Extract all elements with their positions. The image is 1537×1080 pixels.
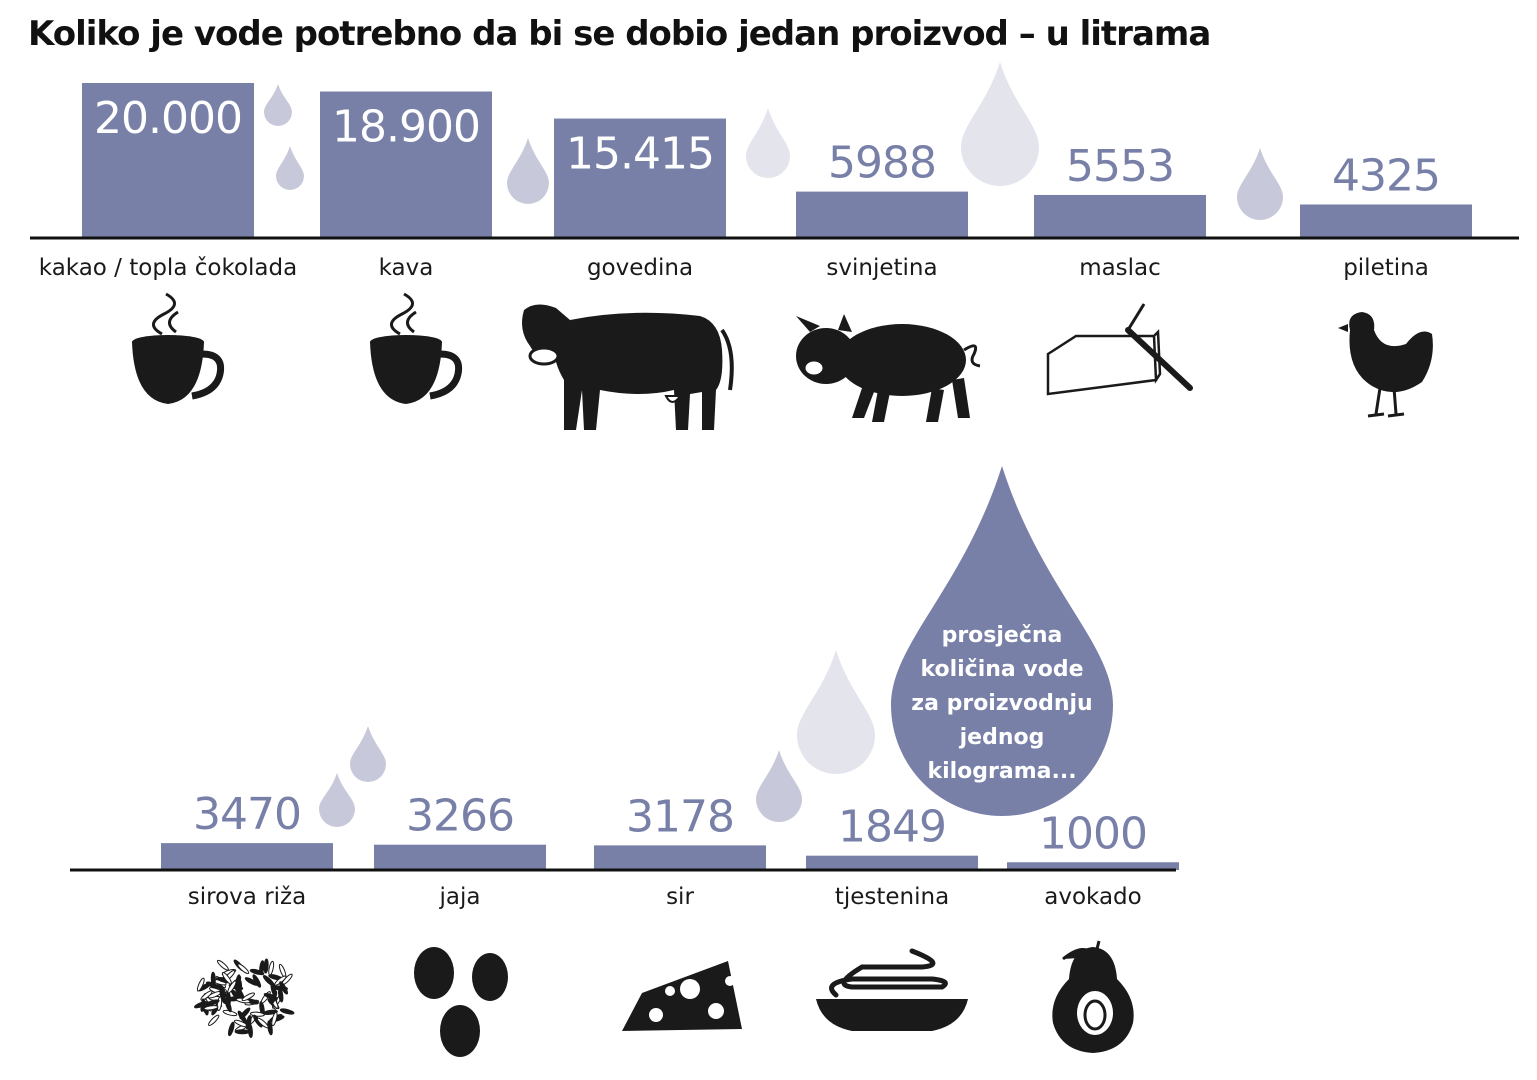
axes-layer [30, 236, 1519, 872]
water-drop-decoration [1237, 148, 1283, 220]
value-label-kakao-topla-cokolada: 20.000 [94, 93, 242, 144]
coffee-cup-icon [370, 292, 463, 404]
bar-maslac [1034, 194, 1206, 238]
annotation-line: kilograma... [927, 759, 1076, 784]
value-label-sir: 3178 [626, 791, 734, 842]
water-drop-decoration [797, 650, 875, 774]
value-label-kava: 18.900 [332, 102, 480, 153]
decorative-drops [264, 62, 1283, 827]
chart-title: Koliko je vode potrebno da bi se dobio j… [28, 14, 1211, 54]
value-label-tjestenina: 1849 [838, 802, 946, 853]
avocado-icon [1052, 940, 1134, 1053]
value-label-svinjetina: 5988 [828, 138, 936, 189]
category-label-svinjetina: svinjetina [826, 255, 937, 281]
category-labels-layer: kakao / topla čokolada kava govedina svinje… [39, 255, 1429, 910]
category-label-maslac: maslac [1079, 255, 1161, 281]
bar-kakao-topla-cokolada [82, 83, 254, 238]
category-label-jaja: jaja [439, 884, 481, 910]
bars-layer [82, 83, 1472, 870]
value-label-maslac: 5553 [1066, 141, 1174, 192]
value-label-govedina: 15.415 [566, 129, 714, 180]
water-drop-decoration [756, 750, 802, 822]
bar-sirova-riza [161, 843, 333, 870]
water-drop-decoration [319, 773, 355, 827]
water-drop-decoration [264, 84, 292, 126]
annotation-line: prosječna [942, 623, 1063, 648]
hot-chocolate-icon [132, 292, 225, 404]
category-label-govedina: govedina [587, 255, 693, 281]
category-label-sir: sir [666, 884, 694, 910]
bar-svinjetina [796, 191, 968, 238]
bar-jaja [374, 844, 546, 870]
bar-govedina [554, 118, 726, 238]
value-label-piletina: 4325 [1332, 150, 1440, 201]
water-drop-decoration [961, 62, 1039, 186]
icons-layer [132, 292, 1433, 1057]
bar-sir [594, 845, 766, 870]
water-drop-decoration [276, 146, 304, 190]
value-label-sirova-riza: 3470 [193, 789, 301, 840]
bar-tjestenina [806, 855, 978, 870]
category-label-kava: kava [379, 255, 434, 281]
value-label-jaja: 3266 [406, 791, 514, 842]
bar-piletina [1300, 204, 1472, 238]
annotation-line: za proizvodnju [911, 691, 1092, 716]
category-label-kakao-topla-cokolada: kakao / topla čokolada [39, 255, 297, 281]
category-label-sirova-riza: sirova riža [188, 884, 306, 910]
bar-avokado [1007, 862, 1179, 870]
category-label-tjestenina: tjestenina [835, 884, 949, 910]
rice-icon [194, 958, 295, 1038]
bar-kava [320, 91, 492, 239]
butter-icon [1046, 303, 1193, 396]
category-label-avokado: avokado [1044, 884, 1141, 910]
water-drop-decoration [746, 108, 790, 178]
category-label-piletina: piletina [1343, 255, 1429, 281]
pig-icon [796, 314, 981, 422]
eggs-icon [414, 947, 508, 1057]
annotation-line: količina vode [920, 657, 1083, 682]
cow-icon [522, 304, 734, 430]
water-drop-decoration [507, 138, 549, 204]
annotation-line: jednog [959, 725, 1045, 750]
average-drop-shape [891, 466, 1113, 816]
pasta-icon [816, 948, 968, 1031]
value-labels-layer: 20.000 18.900 15.415 5988 5553 4325 3470 3266 31… [94, 93, 1441, 859]
average-note-drop: prosječna količina vode za proizvodnju jedn… [891, 466, 1113, 816]
value-label-avokado: 1000 [1039, 808, 1147, 859]
cheese-icon [622, 961, 742, 1031]
water-drop-decoration [350, 726, 386, 782]
chicken-icon [1338, 312, 1433, 418]
